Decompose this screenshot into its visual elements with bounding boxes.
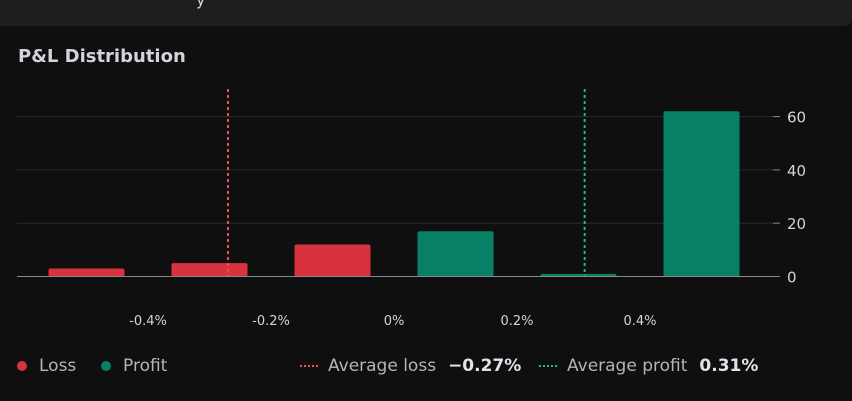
legend-average-profit-value: 0.31%: [699, 356, 759, 376]
legend-loss-label: Loss: [39, 356, 77, 376]
x-tick-label: -0.4%: [129, 314, 167, 329]
x-tick-label: 0%: [384, 314, 405, 329]
loss-dot-icon: [17, 361, 27, 371]
x-tick-label: -0.2%: [252, 314, 290, 329]
legend-average-profit-label: Average profit: [567, 356, 688, 376]
profit-bar: [663, 111, 740, 277]
legend-average-loss[interactable]: Average loss −0.27%: [300, 356, 521, 376]
dotted-line-icon: [300, 365, 318, 367]
top-strip: y: [0, 0, 852, 26]
legend-average-loss-value: −0.27%: [448, 356, 522, 376]
y-tick-label: 20: [787, 215, 806, 233]
y-tick-label: 0: [787, 269, 797, 287]
legend-average-loss-label: Average loss: [328, 356, 437, 376]
legend-profit[interactable]: Profit: [101, 356, 167, 376]
x-tick-label: 0.2%: [500, 314, 533, 329]
loss-bar: [48, 268, 125, 277]
pnl-chart: 0 20 40 60 -0.4% -0.2% 0% 0.2% 0.4%: [17, 89, 806, 329]
x-tick-label: 0.4%: [623, 314, 656, 329]
legend-profit-label: Profit: [123, 356, 168, 376]
profit-dot-icon: [101, 361, 111, 371]
panel-title: P&L Distribution: [18, 46, 186, 67]
truncated-glyph: y: [196, 0, 205, 9]
profit-bar: [540, 273, 617, 277]
legend-average-profit[interactable]: Average profit 0.31%: [539, 356, 758, 376]
loss-bar: [171, 263, 248, 277]
y-tick-label: 40: [787, 162, 806, 180]
loss-bar: [294, 244, 371, 277]
chart-legend: Loss Profit Average loss −0.27% Average …: [0, 353, 852, 381]
dotted-line-icon: [539, 365, 557, 367]
profit-bar: [417, 231, 494, 277]
y-tick-label: 60: [787, 109, 806, 127]
legend-loss[interactable]: Loss: [17, 356, 76, 376]
